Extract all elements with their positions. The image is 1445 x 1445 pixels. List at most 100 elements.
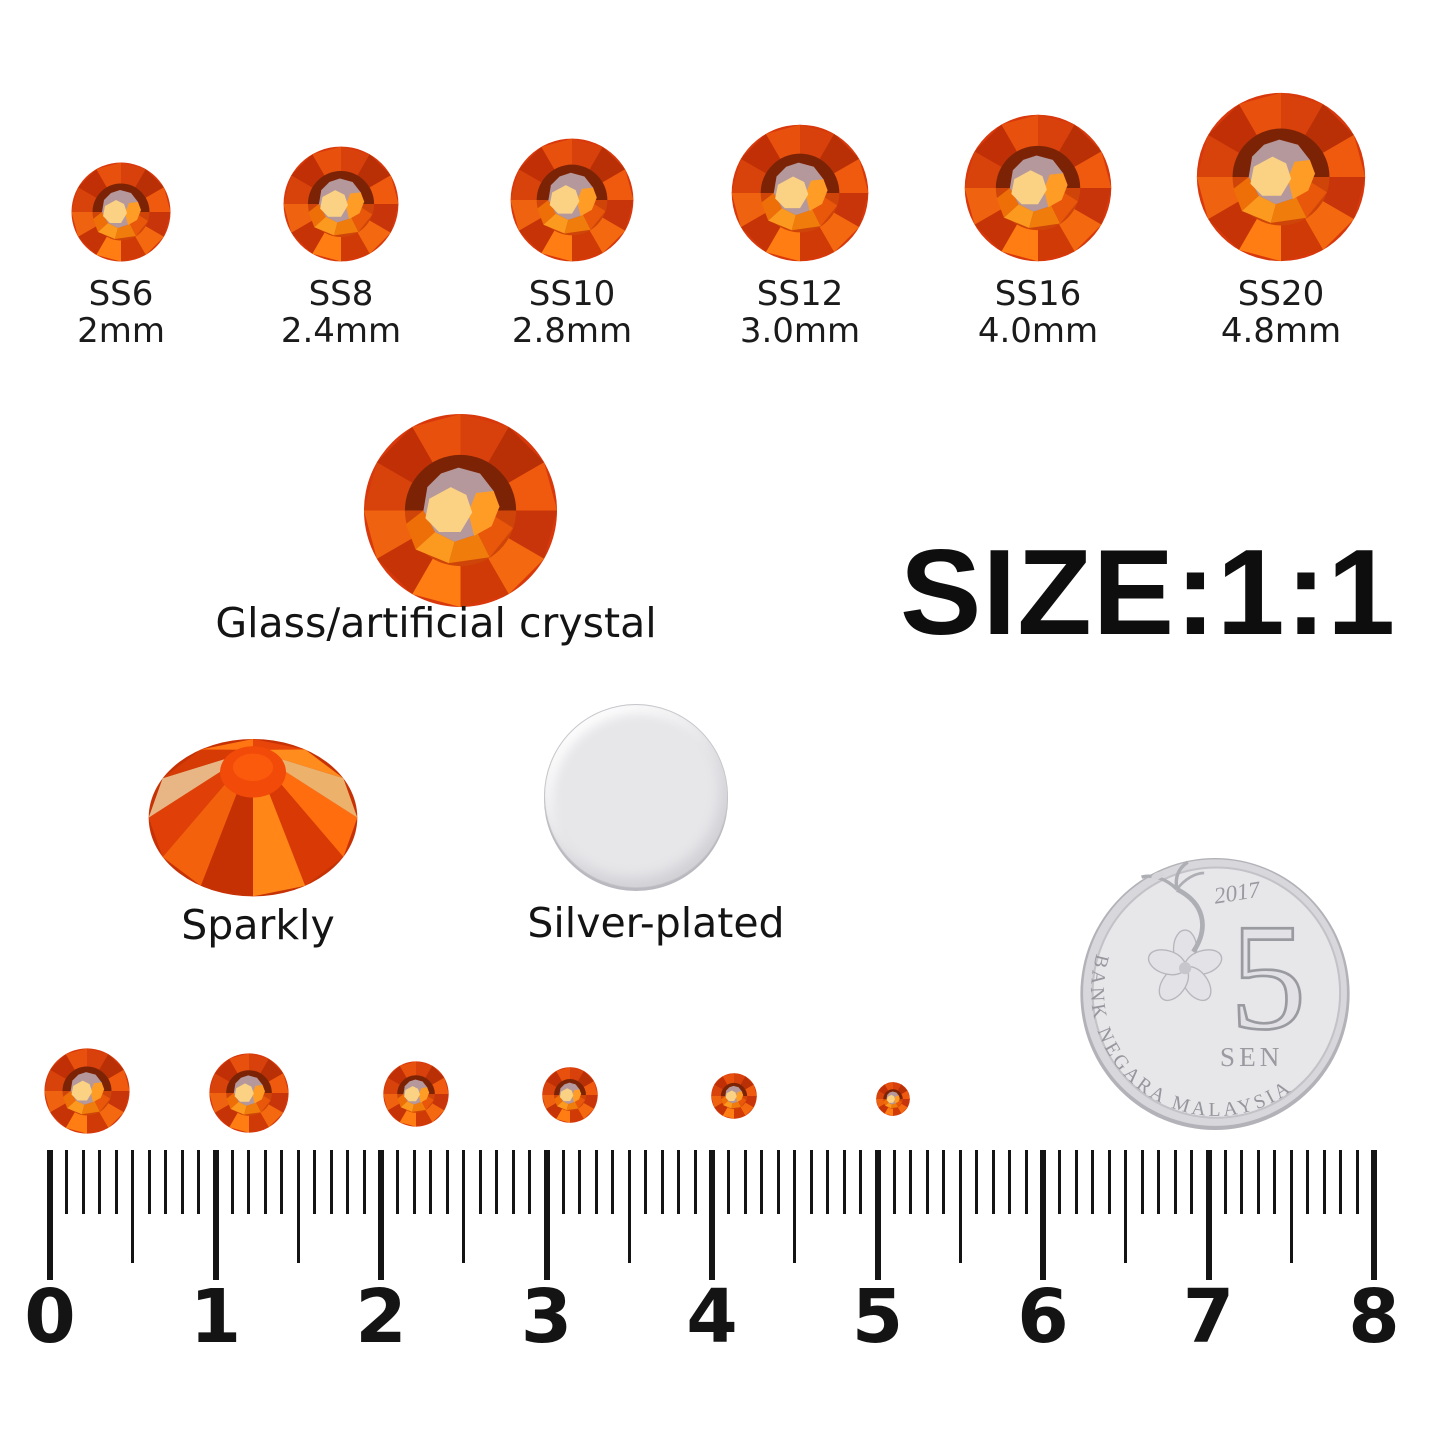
ruler-tick-mm bbox=[180, 1150, 184, 1214]
ruler-tick-mm bbox=[1107, 1150, 1111, 1214]
ruler-tick-mm bbox=[164, 1150, 168, 1214]
size-mm: 2.8mm bbox=[511, 311, 633, 351]
ruler-tick-cm bbox=[543, 1150, 550, 1280]
ruler-tick-half-cm bbox=[296, 1150, 300, 1263]
ruler-tick-cm bbox=[47, 1150, 53, 1280]
ruler-tick-mm bbox=[313, 1150, 317, 1214]
rhinestone-actual-size-icon bbox=[383, 1061, 449, 1127]
ruler-tick-mm bbox=[743, 1150, 747, 1214]
ruler-tick-cm bbox=[212, 1150, 219, 1280]
size-code: SS12 bbox=[756, 274, 844, 314]
size-code: SS10 bbox=[528, 274, 616, 314]
ruler-tick-mm bbox=[1273, 1150, 1277, 1214]
ruler-tick-mm bbox=[445, 1150, 449, 1214]
ruler-tick-mm bbox=[1008, 1150, 1012, 1214]
ruler-tick-cm bbox=[1040, 1150, 1046, 1280]
ruler-tick-mm bbox=[1306, 1150, 1310, 1214]
ruler-tick-mm bbox=[859, 1150, 863, 1214]
ruler-tick-cm bbox=[709, 1150, 715, 1280]
ruler-tick-mm bbox=[677, 1150, 681, 1214]
ruler-tick-mm bbox=[892, 1150, 896, 1214]
front-feature-label: Sparkly bbox=[181, 901, 335, 949]
ruler-tick-mm bbox=[578, 1150, 582, 1214]
ruler-tick-mm bbox=[760, 1150, 764, 1214]
size-item-ss20: SS20 4.8mm bbox=[1171, 60, 1391, 350]
ruler-tick-mm bbox=[263, 1150, 267, 1214]
ruler-tick-mm bbox=[412, 1150, 416, 1214]
rhinestone-face-icon bbox=[731, 124, 869, 262]
ruler-tick-mm bbox=[1355, 1150, 1359, 1214]
ruler-tick-mm bbox=[81, 1150, 85, 1214]
ruler-tick-mm bbox=[942, 1150, 946, 1214]
ruler-tick-mm bbox=[114, 1150, 118, 1214]
size-code: SS20 bbox=[1237, 274, 1325, 314]
rhinestone-face-icon bbox=[964, 114, 1112, 262]
ruler-tick-cm bbox=[1371, 1150, 1377, 1280]
silver-back-disc bbox=[544, 704, 728, 888]
ruler-tick-mm bbox=[991, 1150, 995, 1214]
size-item-ss8: SS8 2.4mm bbox=[231, 60, 451, 350]
ruler-tick-mm bbox=[693, 1150, 697, 1214]
ruler-tick-mm bbox=[925, 1150, 929, 1214]
ruler-tick-mm bbox=[362, 1150, 366, 1214]
rhinestone-actual-size-icon bbox=[44, 1048, 130, 1134]
ruler-tick-mm bbox=[247, 1150, 251, 1214]
ruler-tick-mm bbox=[975, 1150, 979, 1214]
ruler-number: 0 bbox=[24, 1274, 76, 1360]
coin-denomination: 5 bbox=[1230, 892, 1306, 1061]
ruler-tick-mm bbox=[842, 1150, 846, 1214]
ruler-tick-mm bbox=[1256, 1150, 1260, 1214]
ruler-tick-cm bbox=[874, 1150, 881, 1280]
ruler-number: 7 bbox=[1182, 1274, 1235, 1360]
ruler-tick-mm bbox=[197, 1150, 201, 1214]
ruler-tick-mm bbox=[1173, 1150, 1177, 1214]
ruler-tick-mm bbox=[147, 1150, 151, 1214]
ruler-tick-mm bbox=[346, 1150, 350, 1214]
ruler-tick-half-cm bbox=[462, 1150, 466, 1263]
ruler-number: 6 bbox=[1017, 1274, 1069, 1360]
ruler-tick-mm bbox=[329, 1150, 333, 1214]
ruler-tick-mm bbox=[511, 1150, 515, 1214]
ruler-tick-mm bbox=[594, 1150, 598, 1214]
ruler-number: 8 bbox=[1348, 1274, 1400, 1360]
ruler-tick-mm bbox=[1091, 1150, 1095, 1214]
ruler-number: 2 bbox=[355, 1274, 407, 1360]
rhinestone-face-icon bbox=[283, 146, 399, 262]
back-feature-label: Silver-plated bbox=[527, 899, 785, 947]
ruler-tick-cm bbox=[378, 1150, 384, 1280]
ruler-tick-half-cm bbox=[627, 1150, 631, 1263]
ruler-tick-mm bbox=[1074, 1150, 1078, 1214]
ruler-tick-half-cm bbox=[1124, 1150, 1128, 1263]
ruler-tick-mm bbox=[776, 1150, 780, 1214]
size-mm: 4.8mm bbox=[1220, 311, 1342, 351]
ruler-tick-mm bbox=[65, 1150, 69, 1214]
size-item-ss10: SS10 2.8mm bbox=[462, 60, 682, 350]
rhinestone-face-large-icon bbox=[363, 413, 558, 608]
ruler-tick-mm bbox=[495, 1150, 499, 1214]
ruler-tick-mm bbox=[1024, 1150, 1028, 1214]
ruler-tick-half-cm bbox=[1289, 1150, 1293, 1263]
ruler-tick-mm bbox=[396, 1150, 400, 1214]
rhinestone-face-icon bbox=[1196, 92, 1366, 262]
hibiscus-flower-icon bbox=[1141, 860, 1223, 1002]
ruler-number: 5 bbox=[851, 1274, 904, 1360]
ruler-tick-mm bbox=[644, 1150, 648, 1214]
ruler-tick-mm bbox=[826, 1150, 830, 1214]
material-label: Glass/artificial crystal bbox=[215, 599, 657, 647]
ruler-tick-mm bbox=[98, 1150, 102, 1214]
ruler-tick-half-cm bbox=[793, 1150, 797, 1263]
ruler-cm: 0 1 2 3 4 5 6 7 8 bbox=[0, 1150, 1445, 1400]
ruler-tick-mm bbox=[611, 1150, 615, 1214]
rhinestone-actual-size-icon bbox=[209, 1053, 289, 1133]
rhinestone-side-icon bbox=[148, 738, 358, 897]
ruler-tick-mm bbox=[1190, 1150, 1194, 1214]
ruler-number: 4 bbox=[686, 1274, 738, 1360]
ruler-tick-mm bbox=[1140, 1150, 1144, 1214]
rhinestone-face-icon bbox=[510, 138, 634, 262]
ruler-tick-mm bbox=[1058, 1150, 1062, 1214]
size-mm: 3.0mm bbox=[739, 311, 861, 351]
ruler-number: 1 bbox=[189, 1274, 242, 1360]
ruler-tick-half-cm bbox=[131, 1150, 135, 1263]
rhinestone-actual-size-icon bbox=[711, 1073, 757, 1119]
